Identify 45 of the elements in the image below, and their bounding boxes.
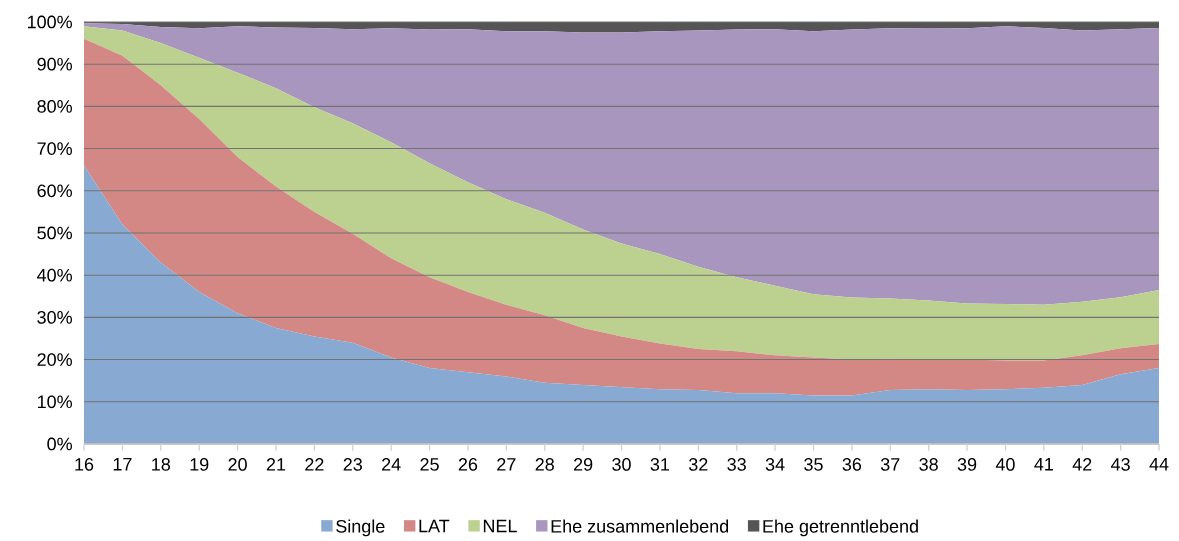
- legend-label: Single: [336, 519, 385, 537]
- x-tick-label: 18: [152, 458, 171, 471]
- x-tick-label: 21: [266, 458, 286, 471]
- y-tick-label: 50%: [37, 226, 72, 240]
- y-tick-label: 60%: [37, 184, 72, 198]
- legend-label: Ehe zusammenlebend: [551, 519, 729, 533]
- x-tick-label: 41: [1034, 458, 1053, 471]
- legend-label: LAT: [419, 519, 450, 533]
- x-tick-label: 29: [574, 458, 593, 471]
- x-tick-label: 24: [382, 458, 401, 471]
- y-tick-label: 90%: [37, 57, 72, 71]
- x-tick-label: 42: [1072, 458, 1092, 471]
- y-tick-label: 10%: [37, 395, 72, 409]
- y-tick-label: 0%: [47, 437, 72, 451]
- x-tick-label: 28: [535, 458, 554, 471]
- legend-label: NEL: [483, 519, 517, 533]
- x-tick-label: 27: [497, 458, 516, 471]
- x-tick-label: 38: [919, 458, 938, 471]
- x-tick-label: 43: [1111, 458, 1130, 471]
- x-tick-label: 23: [343, 458, 362, 471]
- x-tick-label: 35: [804, 458, 823, 471]
- x-tick-label: 34: [765, 458, 785, 471]
- x-tick-label: 25: [420, 458, 439, 471]
- x-tick-label: 26: [458, 458, 478, 471]
- x-tick-label: 31: [650, 458, 670, 471]
- x-tick-label: 19: [190, 458, 209, 471]
- y-tick-label: 70%: [37, 142, 72, 155]
- x-tick-label: 22: [305, 458, 324, 471]
- x-tick-label: 33: [727, 458, 746, 471]
- x-tick-label: 20: [228, 458, 247, 471]
- y-tick-label: 30%: [37, 311, 72, 324]
- x-tick-label: 37: [880, 458, 900, 471]
- x-tick-label: 17: [113, 458, 132, 471]
- y-tick-label: 20%: [37, 353, 72, 366]
- y-tick-label: 100%: [27, 15, 72, 29]
- y-tick-label: 40%: [37, 268, 72, 282]
- y-tick-label: 80%: [37, 100, 72, 113]
- x-tick-label: 30: [612, 458, 631, 471]
- x-tick-label: 44: [1149, 458, 1169, 471]
- x-tick-label: 36: [842, 458, 862, 471]
- legend-label: Ehe getrenntlebend: [763, 519, 918, 537]
- x-tick-label: 39: [957, 458, 977, 471]
- x-tick-label: 32: [688, 458, 708, 471]
- x-tick-label: 16: [75, 458, 94, 471]
- x-tick-label: 40: [995, 458, 1015, 471]
